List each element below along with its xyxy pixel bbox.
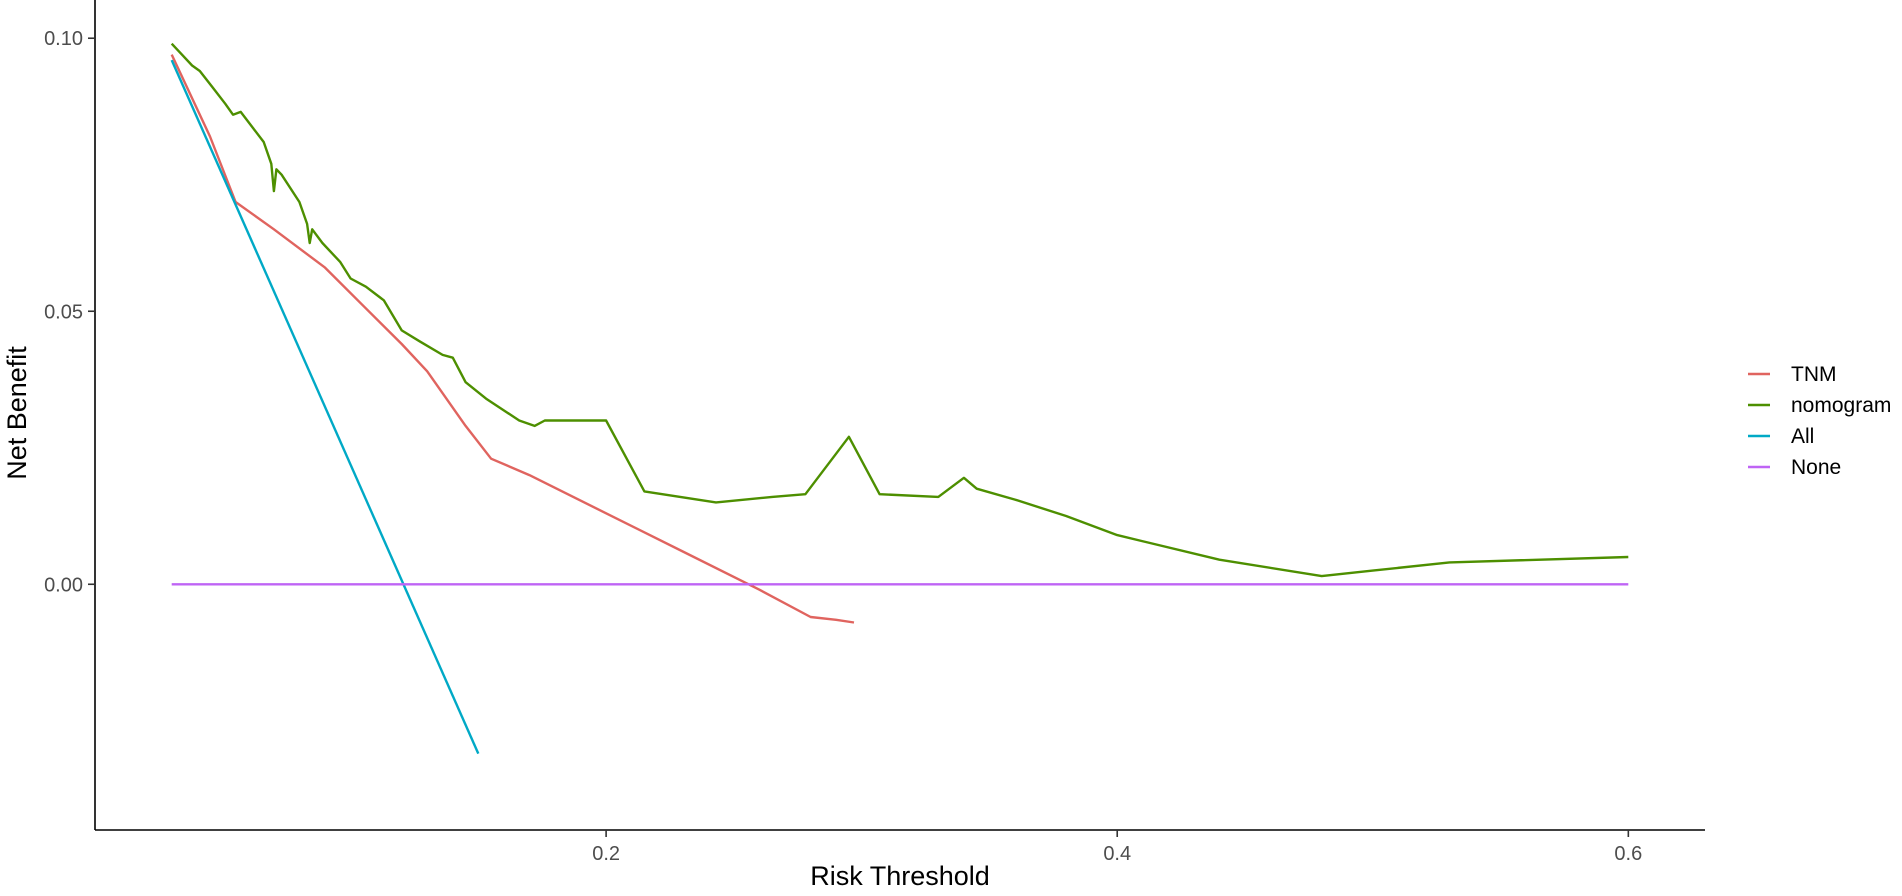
x-tick-label: 0.6 bbox=[1614, 843, 1642, 865]
legend-label-all: All bbox=[1791, 425, 1814, 448]
y-tick-label: 0.10 bbox=[44, 28, 83, 50]
legend-label-nomogram: nomogram bbox=[1791, 394, 1891, 417]
y-axis-title: Net Benefit bbox=[2, 346, 32, 480]
y-tick-label: 0.05 bbox=[44, 301, 83, 323]
y-axis-ticks: 0.00 0.05 0.10 bbox=[44, 28, 95, 596]
legend: TNM nomogram All None bbox=[1748, 363, 1891, 479]
x-tick-label: 0.4 bbox=[1103, 843, 1131, 865]
series-line-nomogram bbox=[170, 42, 1629, 578]
y-tick-label: 0.00 bbox=[44, 574, 83, 596]
series-line-tnm bbox=[170, 54, 855, 624]
x-axis-ticks: 0.2 0.4 0.6 bbox=[592, 830, 1642, 865]
legend-label-none: None bbox=[1791, 456, 1841, 479]
series-line-all bbox=[170, 59, 480, 755]
series-layer bbox=[170, 42, 1629, 755]
legend-label-tnm: TNM bbox=[1791, 363, 1837, 386]
x-axis-title: Risk Threshold bbox=[810, 861, 990, 891]
x-tick-label: 0.2 bbox=[592, 843, 620, 865]
